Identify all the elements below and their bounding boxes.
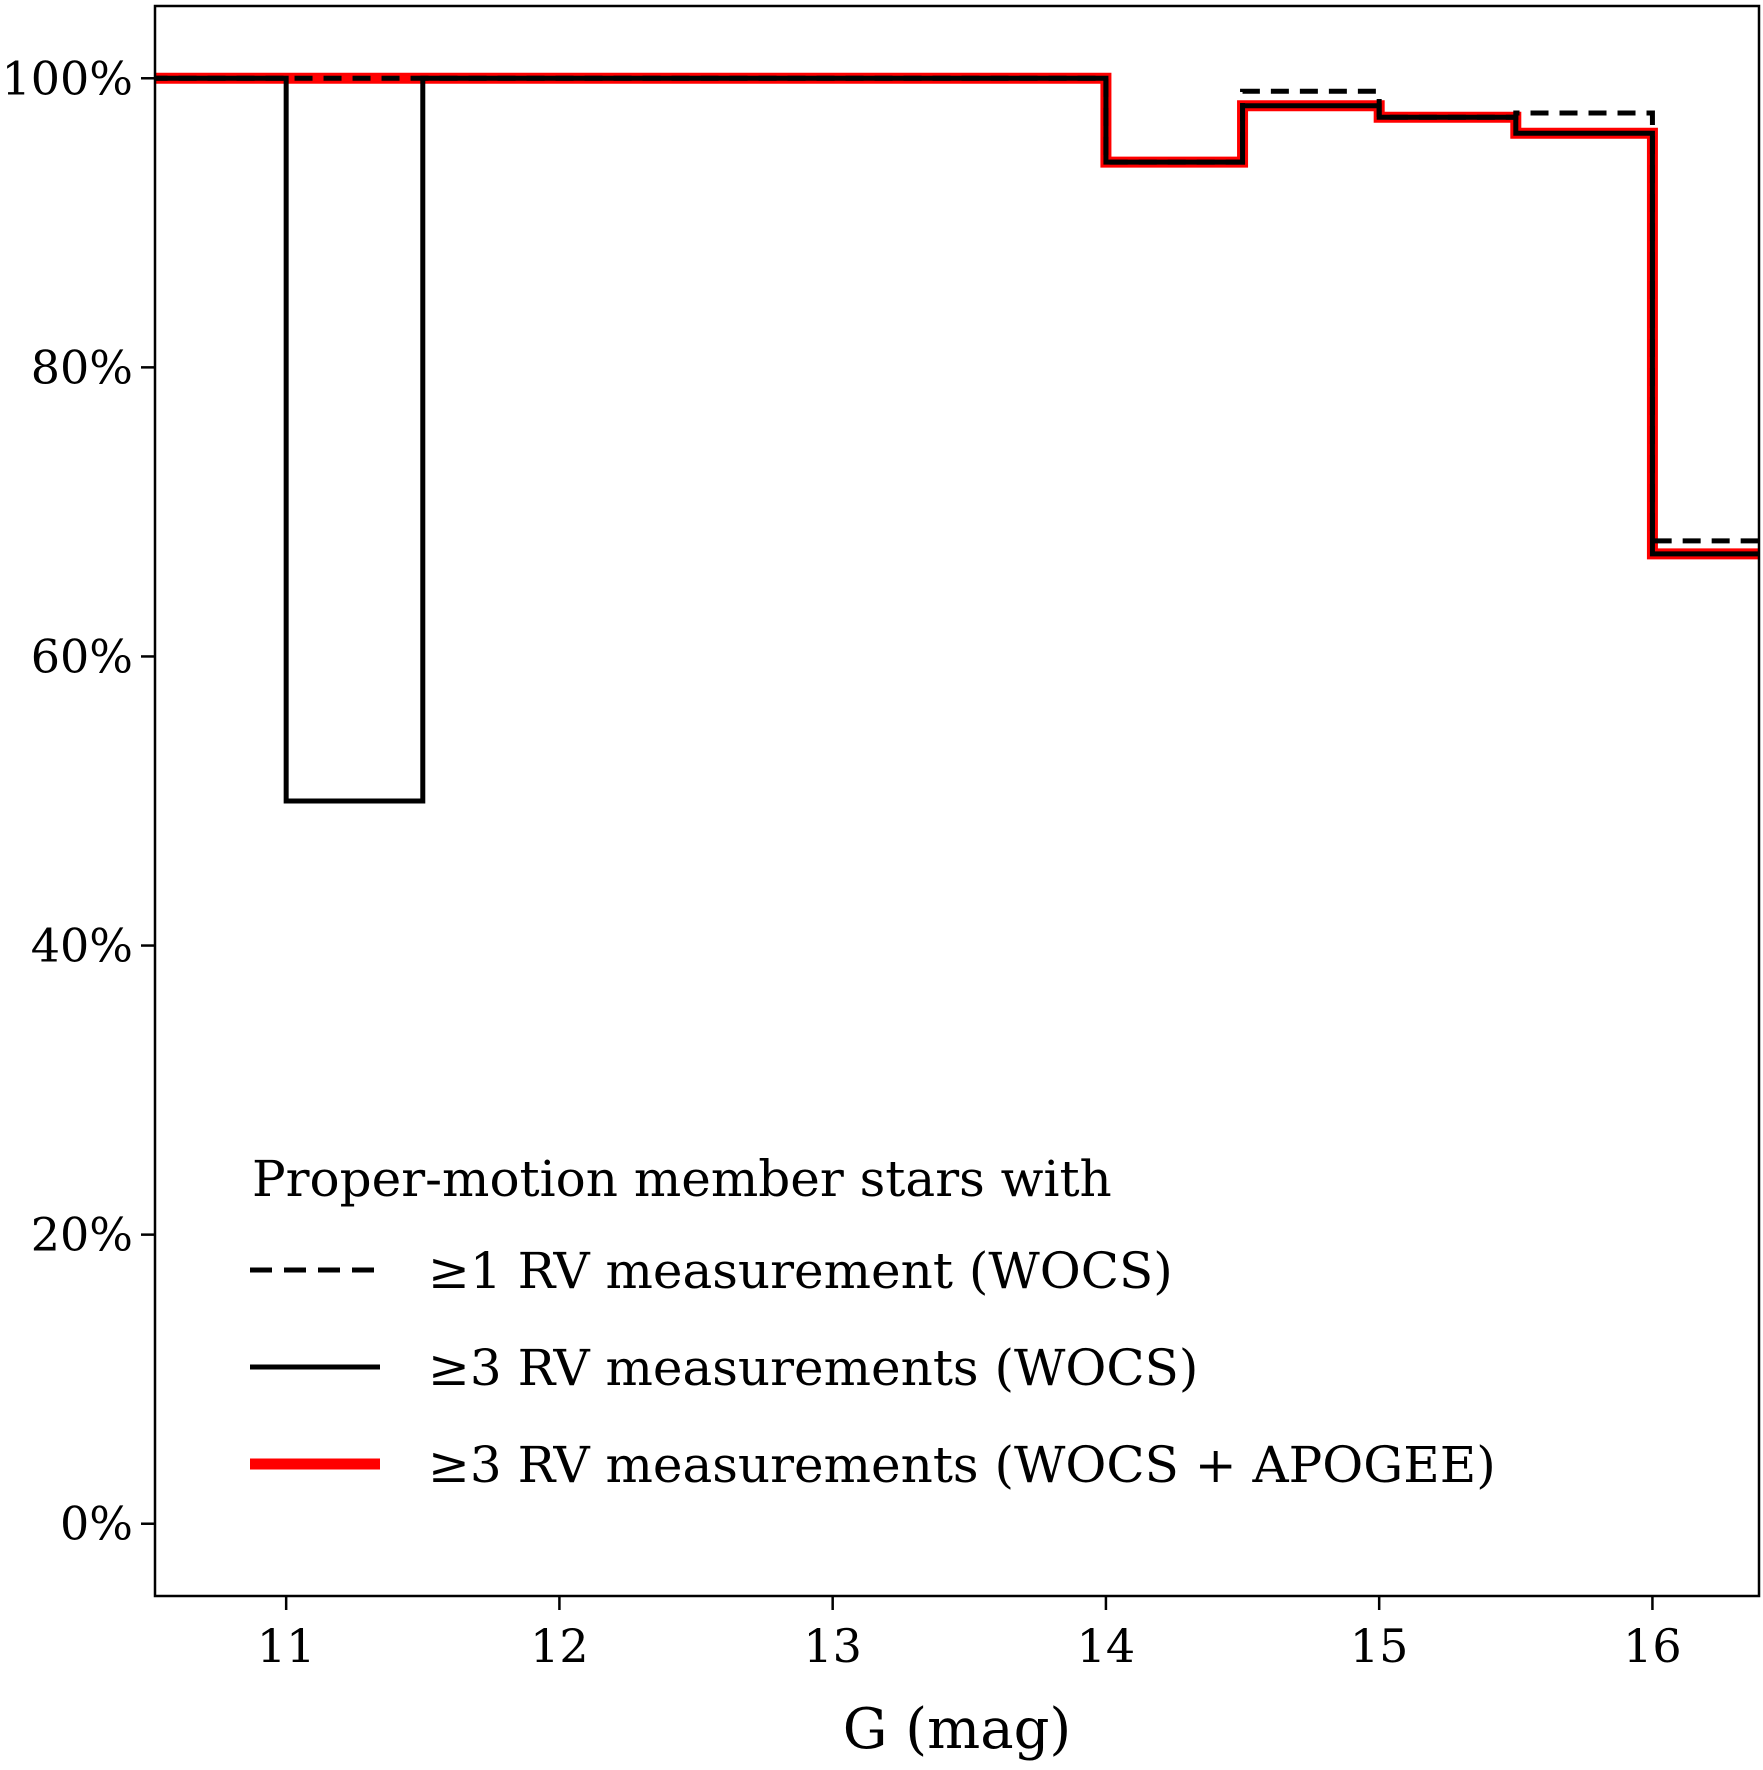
series-layer [155, 72, 1759, 804]
x-axis-label: G (mag) [843, 1697, 1072, 1762]
legend-label-2: ≥3 RV measurements (WOCS + APOGEE) [428, 1436, 1496, 1494]
legend-label-0: ≥1 RV measurement (WOCS) [428, 1242, 1173, 1300]
x-tick-label: 13 [803, 1619, 862, 1673]
plot-frame [153, 4, 1761, 1598]
series-line-1 [155, 75, 1759, 544]
series-line-0 [155, 72, 1759, 560]
x-tick-label: 12 [530, 1619, 589, 1673]
y-tick-label: 80% [31, 340, 133, 394]
y-tick-label: 40% [31, 919, 133, 973]
y-tick-label: 0% [60, 1497, 133, 1551]
x-tick-label: 11 [257, 1619, 316, 1673]
x-tick-label: 15 [1350, 1619, 1409, 1673]
legend-title: Proper-motion member stars with [252, 1150, 1112, 1208]
y-tick-label: 60% [31, 629, 133, 683]
series-line-2 [155, 75, 1759, 804]
y-tick-label: 100% [1, 51, 133, 105]
y-tick-label: 20% [31, 1208, 133, 1262]
legend: Proper-motion member stars with ≥1 RV me… [250, 1150, 1496, 1494]
x-tick-label: 16 [1623, 1619, 1682, 1673]
x-axis-ticks: 11 12 13 14 15 16 [257, 1596, 1682, 1673]
y-axis-ticks: 0% 20% 40% 60% 80% 100% [1, 51, 155, 1551]
x-tick-label: 14 [1077, 1619, 1136, 1673]
legend-label-1: ≥3 RV measurements (WOCS) [428, 1339, 1198, 1397]
